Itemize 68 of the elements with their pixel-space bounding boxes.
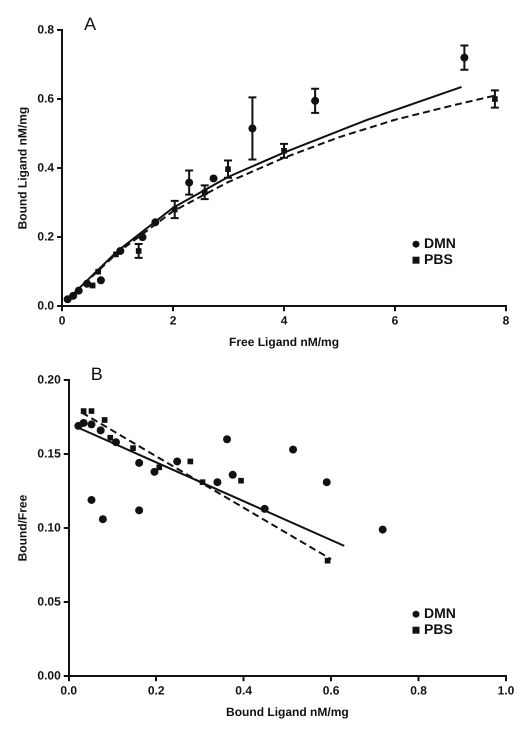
point [135, 458, 144, 467]
point [116, 246, 124, 255]
y-tick-label: 0.8 [37, 22, 54, 36]
x-tick-label: 2 [170, 314, 177, 328]
point [150, 468, 158, 476]
legend-label: DMN [424, 605, 456, 622]
point [200, 479, 206, 486]
point [138, 233, 147, 242]
chart-title: A [84, 14, 96, 34]
point [80, 418, 88, 427]
legend-label: PBS [424, 621, 453, 638]
x-axis-title: Free Ligand nM/mg [229, 335, 340, 350]
x-tick-label: 6 [392, 314, 399, 328]
y-tick-label: 0.2 [37, 229, 54, 244]
point [107, 434, 114, 441]
point [151, 218, 160, 226]
y-axis-title: Bound/Free [16, 494, 30, 562]
point [112, 438, 120, 446]
point [69, 292, 78, 300]
y-tick-label: 0.10 [37, 520, 62, 534]
point [156, 464, 162, 470]
point [95, 268, 101, 275]
point [228, 470, 237, 479]
chart-title: B [90, 364, 103, 384]
x-tick-label: 0.2 [148, 684, 165, 698]
x-tick-label: 0.8 [410, 684, 428, 698]
point [187, 458, 194, 464]
y-axis-title: Bound Ligand nM/mg [16, 106, 30, 230]
point [223, 435, 232, 444]
y-tick-label: 0.00 [37, 668, 62, 683]
y-tick-label: 0.0 [37, 298, 54, 313]
point [135, 506, 144, 514]
legend-label: PBS [424, 251, 453, 268]
y-tick-label: 0.20 [37, 372, 62, 386]
x-tick-label: 0.6 [322, 684, 340, 698]
point [96, 276, 105, 284]
point [74, 286, 83, 295]
point [87, 496, 96, 504]
y-tick-label: 0.15 [37, 446, 62, 460]
point [213, 478, 222, 486]
point [88, 408, 94, 414]
x-tick-label: 4 [280, 314, 288, 328]
x-tick-label: 0 [58, 314, 66, 328]
point [238, 478, 244, 484]
point [98, 515, 107, 524]
legend-label: DMN [424, 235, 456, 252]
y-tick-label: 0.6 [37, 91, 54, 106]
point [64, 295, 72, 304]
point [102, 417, 108, 423]
x-tick-label: 8 [502, 314, 510, 328]
point [87, 420, 96, 428]
point [210, 174, 218, 182]
point [322, 478, 331, 486]
point [378, 526, 387, 534]
x-tick-label: 1.0 [498, 684, 515, 698]
y-tick-label: 0.05 [37, 594, 62, 608]
x-tick-label: 0.4 [235, 684, 252, 698]
point [324, 558, 330, 564]
x-axis-title: Bound Ligand nM/mg [226, 705, 349, 720]
point [289, 446, 298, 454]
x-tick-label: 0.0 [60, 684, 78, 698]
point [83, 280, 92, 288]
point [173, 457, 182, 466]
y-tick-label: 0.4 [37, 160, 54, 174]
point [130, 445, 136, 451]
point [80, 408, 86, 414]
point [96, 426, 105, 434]
point [260, 504, 269, 513]
